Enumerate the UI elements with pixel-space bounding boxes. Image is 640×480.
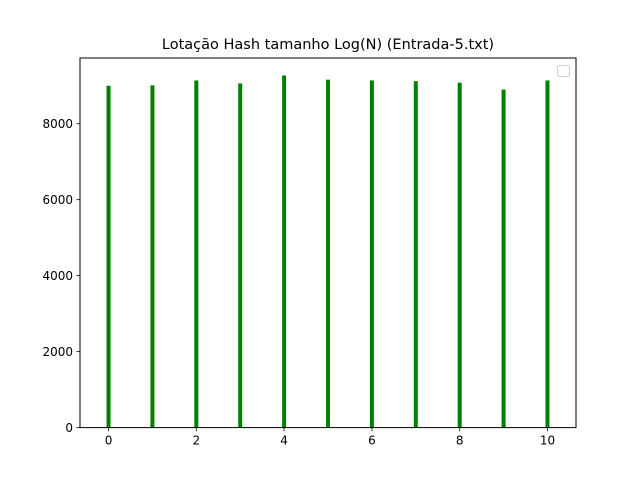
- bar-7: [413, 81, 418, 428]
- bar-0: [106, 85, 111, 428]
- bar-1: [150, 85, 155, 428]
- bar-6: [369, 80, 374, 428]
- bar-10: [545, 80, 550, 428]
- legend-box: [557, 65, 570, 77]
- x-tick-label: 10: [540, 434, 555, 448]
- y-tick-label: 6000: [42, 193, 73, 207]
- bar-9: [501, 89, 506, 428]
- y-tick-label: 4000: [42, 269, 73, 283]
- x-tick-label: 8: [456, 434, 464, 448]
- x-tick-label: 6: [368, 434, 376, 448]
- bar-5: [326, 79, 330, 428]
- y-tick-label: 2000: [42, 345, 73, 359]
- x-tick-label: 0: [105, 434, 113, 448]
- x-tick-label: 2: [192, 434, 200, 448]
- bar-3: [238, 83, 243, 428]
- y-tick-label: 0: [65, 421, 73, 435]
- y-tick-label: 8000: [42, 117, 73, 131]
- bar-8: [457, 82, 462, 428]
- bar-4: [282, 75, 287, 428]
- y-axis: 0 2000 4000 6000 8000: [42, 117, 80, 435]
- plot-frame: [79, 57, 577, 429]
- chart-title: Lotação Hash tamanho Log(N) (Entrada-5.t…: [162, 37, 494, 53]
- x-axis: 0 2 4 6 8 10: [105, 427, 555, 448]
- bar-2: [194, 80, 199, 428]
- bars-group: [106, 75, 550, 428]
- x-tick-label: 4: [280, 434, 288, 448]
